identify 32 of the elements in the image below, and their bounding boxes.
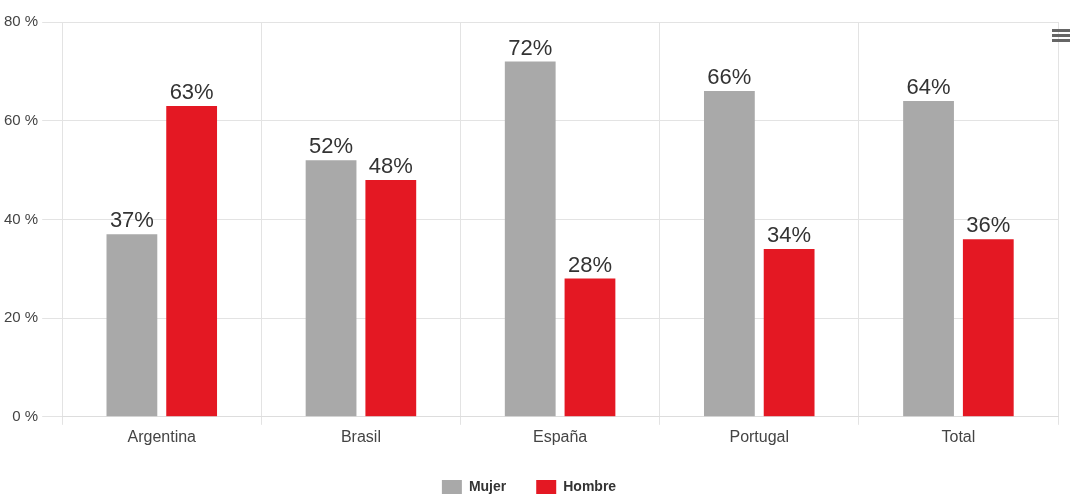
- legend-label: Mujer: [468, 477, 507, 494]
- data-label: 36%: [966, 212, 1011, 238]
- data-label: 66%: [707, 64, 752, 90]
- data-label: 64%: [906, 74, 951, 100]
- bar: [106, 234, 158, 417]
- bar: [365, 179, 417, 417]
- y-tick-label: 20 %: [3, 308, 39, 326]
- x-tick-label: Portugal: [729, 427, 790, 445]
- data-label: 63%: [169, 78, 214, 104]
- data-label: 48%: [368, 152, 413, 178]
- data-label: 28%: [567, 251, 612, 277]
- legend-label: Hombre: [563, 477, 617, 494]
- x-tick-label: Argentina: [127, 427, 197, 445]
- bar: [564, 278, 616, 417]
- y-tick-label: 0 %: [12, 406, 39, 424]
- bar: [703, 91, 755, 417]
- bar: [166, 105, 218, 417]
- data-label: 72%: [508, 34, 553, 60]
- x-tick-label: España: [532, 427, 588, 445]
- bar: [962, 239, 1014, 417]
- data-label: 52%: [309, 133, 354, 159]
- y-tick-label: 60 %: [3, 110, 39, 128]
- data-label: 37%: [109, 207, 154, 233]
- x-tick-label: Total: [941, 427, 976, 445]
- data-label: 34%: [767, 222, 812, 248]
- bar: [903, 100, 954, 417]
- bar: [305, 160, 357, 417]
- y-tick-label: 40 %: [3, 209, 39, 227]
- bar: [763, 249, 815, 417]
- bar: [504, 61, 556, 417]
- x-tick-label: Brasil: [340, 427, 381, 445]
- y-tick-label: 80 %: [3, 12, 39, 30]
